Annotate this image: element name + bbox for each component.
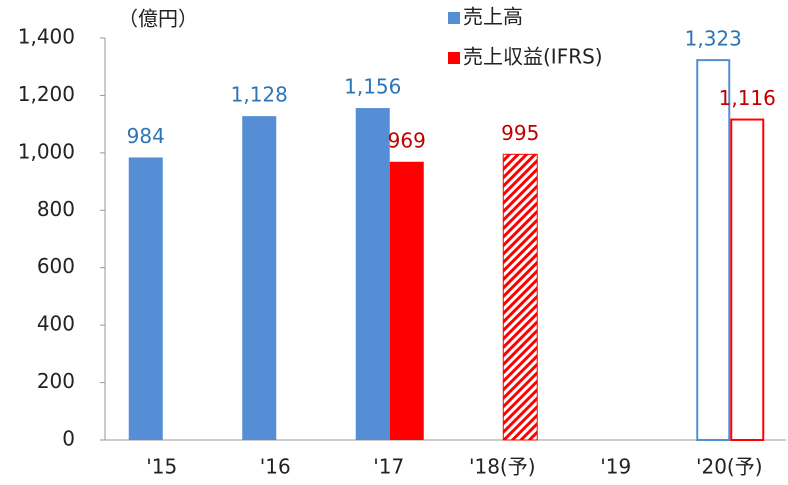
bar [730, 118, 765, 441]
legend-swatch [448, 12, 460, 24]
bar [355, 108, 390, 440]
x-tick-label: '15 [146, 455, 177, 479]
y-tick-label: 600 [37, 254, 75, 278]
y-tick-label: 400 [37, 312, 75, 336]
data-label: 1,116 [719, 86, 776, 110]
bar [696, 59, 731, 442]
data-label: 984 [127, 124, 165, 148]
y-tick-label: 200 [37, 369, 75, 393]
x-tick-label: '17 [373, 455, 404, 479]
legend-swatch [448, 52, 460, 64]
bar [128, 157, 163, 441]
y-tick-label: 0 [62, 427, 75, 451]
legend-label: 売上高 [463, 5, 523, 29]
x-tick-label: '16 [260, 455, 291, 479]
y-tick-label: 1,400 [18, 25, 75, 49]
x-tick-label: '19 [600, 455, 631, 479]
bar [502, 153, 538, 441]
data-label: 1,323 [685, 27, 742, 51]
data-label: 969 [388, 128, 426, 152]
data-label: 995 [501, 121, 539, 145]
x-tick-label: '18(予) [469, 455, 536, 479]
bar [389, 161, 424, 440]
y-axis-label: （億円） [118, 7, 198, 31]
y-tick-label: 800 [37, 197, 75, 221]
data-label: 1,128 [231, 83, 288, 107]
x-tick-label: '20(予) [696, 455, 763, 479]
data-label: 1,156 [344, 75, 401, 99]
bar [242, 116, 277, 441]
y-tick-label: 1,200 [18, 82, 75, 106]
legend-label: 売上収益(IFRS) [463, 45, 603, 69]
y-tick-label: 1,000 [18, 139, 75, 163]
